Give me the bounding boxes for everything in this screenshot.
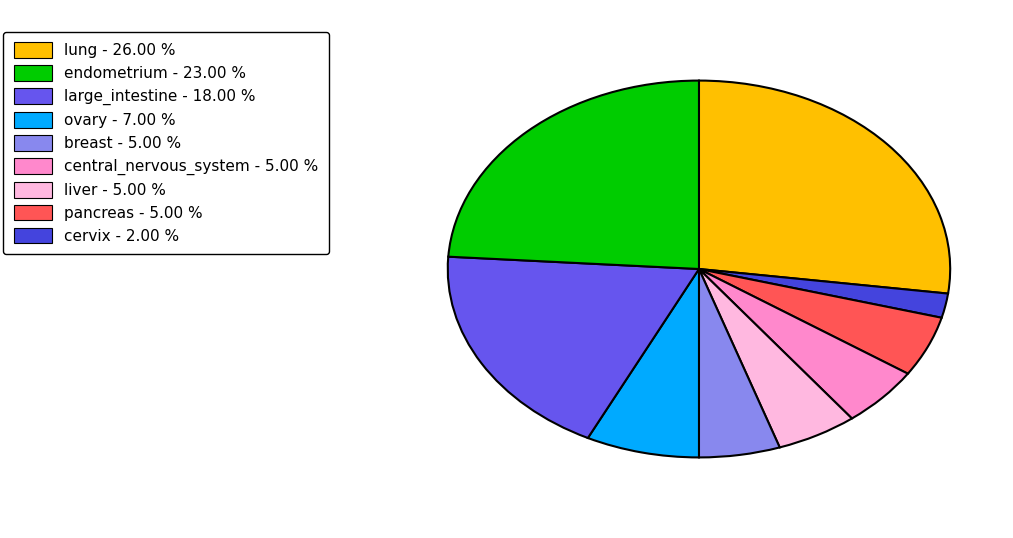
Wedge shape — [699, 269, 780, 457]
Wedge shape — [699, 81, 950, 294]
Wedge shape — [699, 269, 942, 374]
Wedge shape — [448, 257, 699, 438]
Legend: lung - 26.00 %, endometrium - 23.00 %, large_intestine - 18.00 %, ovary - 7.00 %: lung - 26.00 %, endometrium - 23.00 %, l… — [3, 32, 329, 254]
Wedge shape — [699, 269, 852, 448]
Wedge shape — [588, 269, 699, 457]
Wedge shape — [699, 269, 908, 419]
Wedge shape — [449, 81, 699, 269]
Wedge shape — [699, 269, 948, 318]
